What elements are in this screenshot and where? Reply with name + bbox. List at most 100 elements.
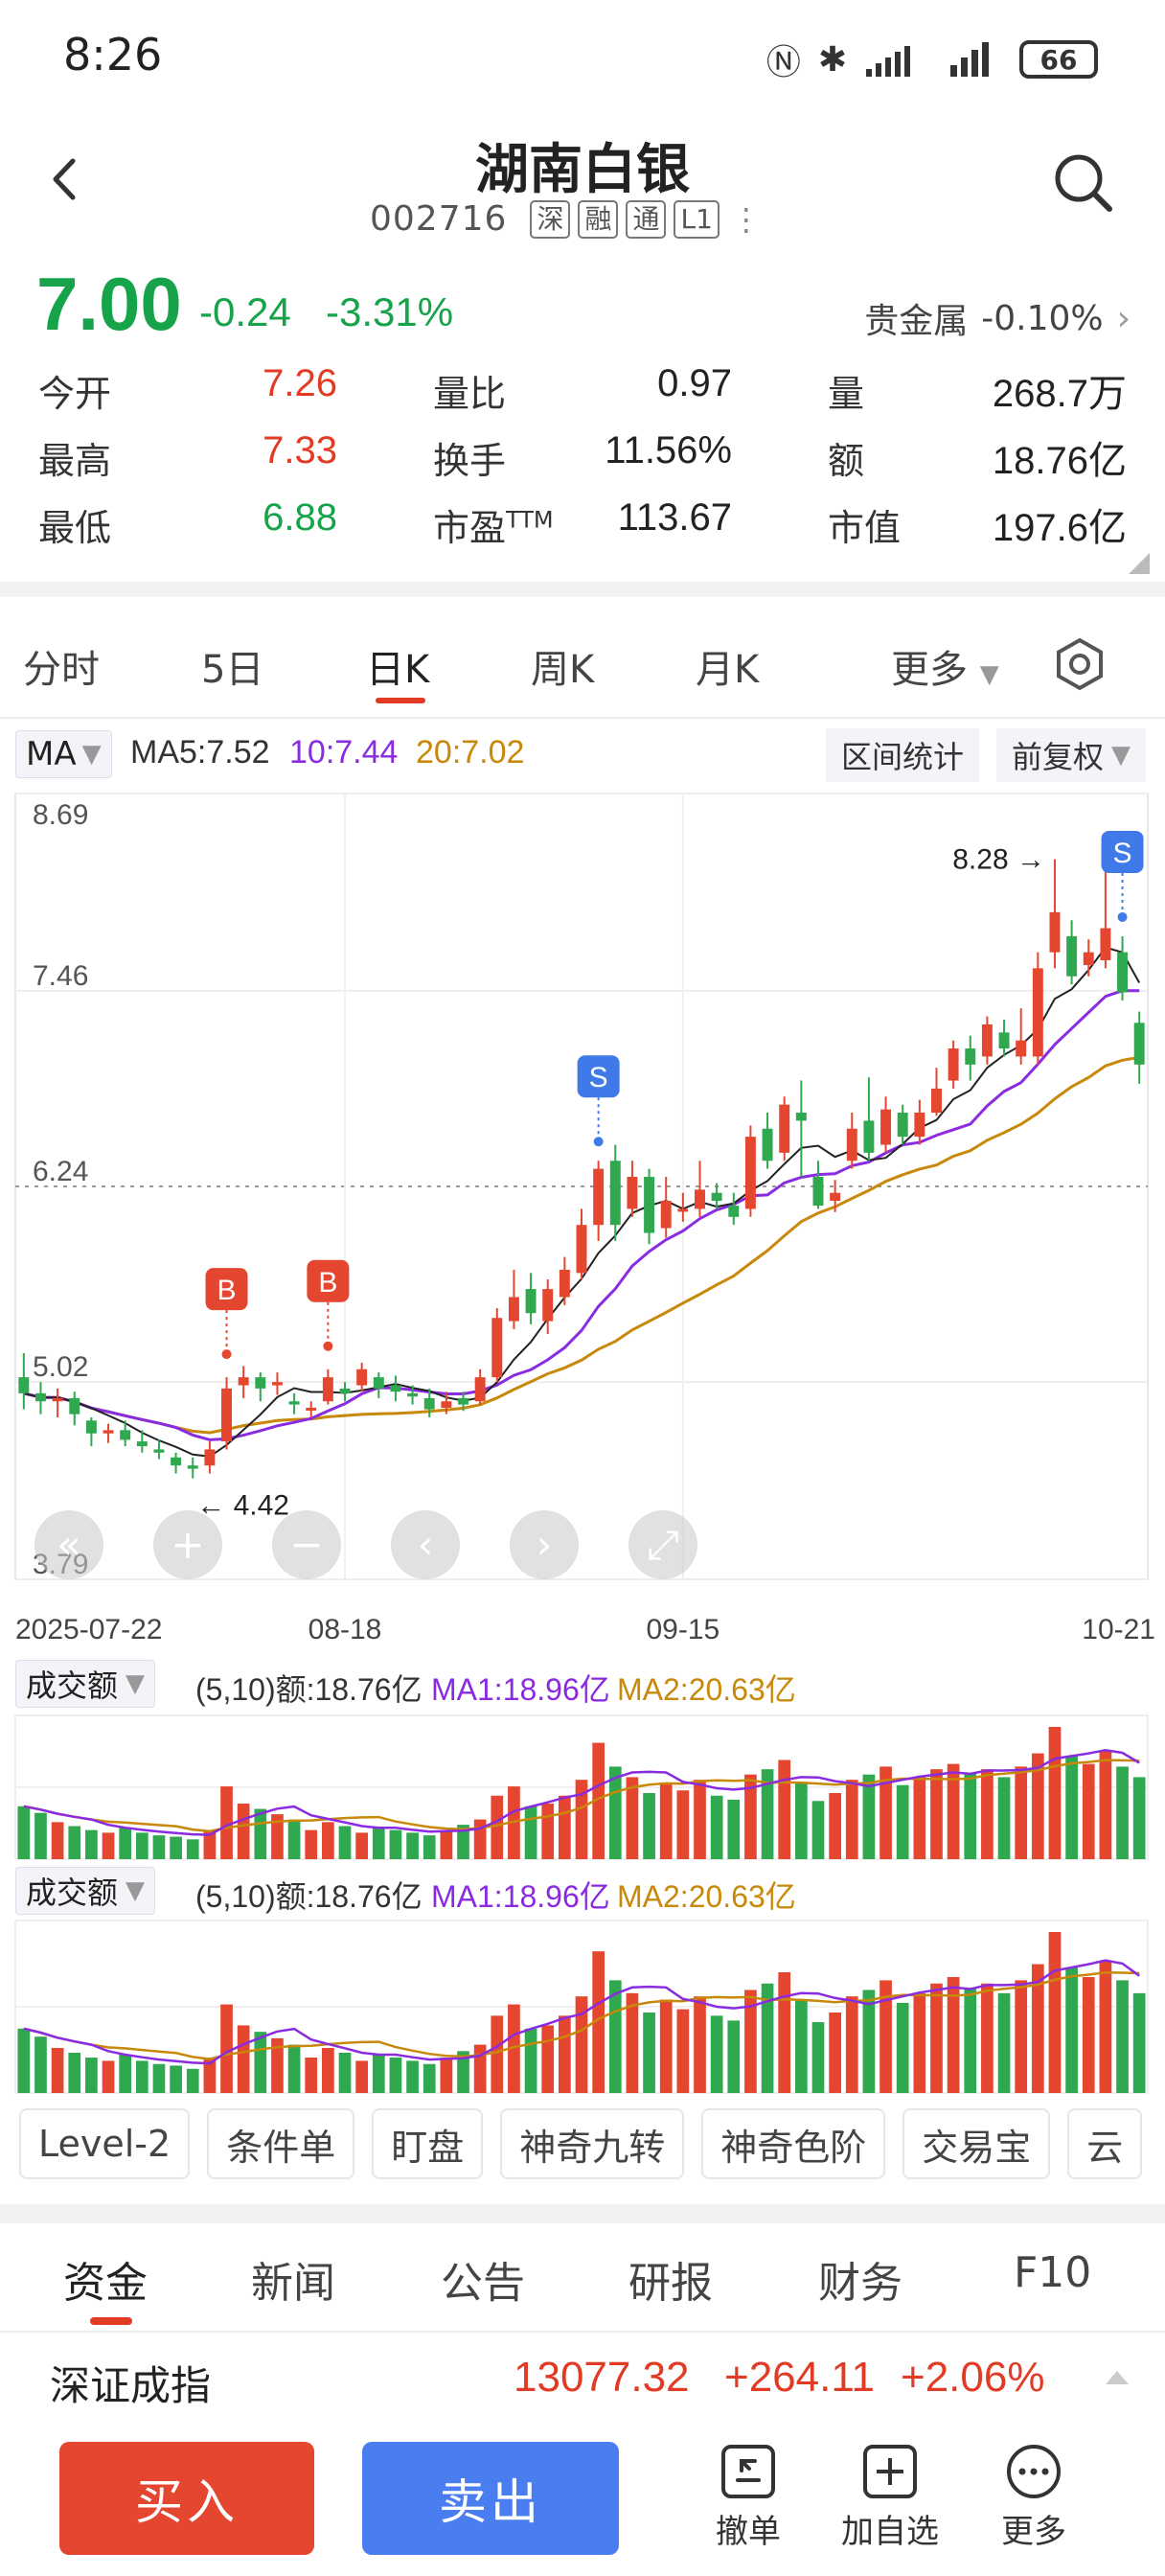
tool-trade-treasure[interactable]: 交易宝 (902, 2108, 1051, 2179)
search-icon[interactable] (1052, 151, 1115, 215)
ma-row: MA ▼ MA5:7.52 10:7.44 20:7.02 区间统计 前复权 ▼ (0, 723, 1165, 784)
tab-announcements[interactable]: 公告 (441, 2259, 525, 2308)
candle (762, 1113, 773, 1169)
tab-intraday[interactable]: 分时 (23, 648, 100, 692)
volume-bar (592, 1951, 605, 2093)
tab-5day[interactable]: 5日 (201, 648, 264, 692)
tab-f10[interactable]: F10 (1014, 2248, 1092, 2297)
volume-select-2[interactable]: 成交额 ▼ (15, 1867, 156, 1915)
add-watchlist-button[interactable]: 加自选 (828, 2442, 952, 2552)
volume-bar (997, 1777, 1011, 1859)
volume-bar (794, 1782, 808, 1859)
tag-shen[interactable]: 深 (530, 199, 571, 239)
volume-bar (34, 2036, 47, 2093)
separator (0, 2204, 1165, 2223)
volume-bar (608, 1980, 622, 2093)
volume-chart-2[interactable] (0, 1915, 1165, 2097)
candle (795, 1080, 807, 1177)
caret-down-icon: ▼ (81, 740, 102, 769)
fullscreen-icon[interactable]: ⤢ (628, 1510, 697, 1579)
candle-body (1016, 1040, 1027, 1057)
candle-body (491, 1318, 503, 1378)
ma-select[interactable]: MA ▼ (15, 730, 112, 778)
caret-down-icon: ▼ (126, 1669, 146, 1698)
index-ticker[interactable]: 深证成指 13077.32 +264.11 +2.06% (0, 2331, 1165, 2423)
label-market-cap: 市值 (828, 507, 902, 549)
more-actions-button[interactable]: 更多 (971, 2442, 1096, 2552)
tab-weekly-k[interactable]: 周K (531, 648, 595, 692)
candle (830, 1180, 841, 1212)
control-circle (153, 1510, 222, 1579)
value-turnover: 11.56% (605, 429, 732, 472)
zoom-in-icon[interactable]: + (153, 1510, 222, 1579)
sector-link[interactable]: 贵金属 -0.10% › (864, 293, 1131, 343)
back-icon[interactable] (42, 155, 90, 203)
next-icon[interactable]: › (510, 1510, 579, 1579)
candle-body (390, 1385, 401, 1392)
expand-corner-icon[interactable] (1129, 553, 1150, 574)
tab-funds[interactable]: 资金 (63, 2259, 148, 2308)
volume-bar (727, 1799, 741, 1859)
tab-research[interactable]: 研报 (628, 2259, 713, 2308)
volume-bar (355, 2060, 369, 2093)
volume-ma2-line (23, 1759, 1140, 1833)
zoom-out-icon[interactable]: − (272, 1510, 341, 1579)
volume-bar (170, 1836, 182, 1859)
active-tab-underline (376, 698, 425, 703)
candle-body (627, 1176, 638, 1209)
candle (390, 1375, 401, 1402)
tag-l1[interactable]: L1 (674, 199, 720, 239)
candle (85, 1416, 97, 1447)
candle (204, 1441, 216, 1474)
volume-bar (186, 2068, 199, 2093)
tool-condition-order[interactable]: 条件单 (207, 2108, 355, 2179)
tab-finance[interactable]: 财务 (818, 2259, 902, 2308)
control-glyph: − (289, 1521, 323, 1568)
volume-bar (406, 1832, 419, 1859)
kline-chart[interactable]: 8.697.466.245.023.798.28 →← 4.42BBSS2025… (0, 784, 1165, 1661)
volume-bar (1116, 1980, 1129, 2093)
cancel-order-button[interactable]: 撤单 (686, 2442, 811, 2552)
volume-bar (608, 1766, 622, 1859)
volume-select-label: 成交额 (26, 1874, 119, 1911)
label-pe-text: 市盈 (433, 507, 507, 549)
buy-button[interactable]: 买入 (59, 2442, 314, 2555)
tab-more[interactable]: 更多 ▼ (891, 638, 999, 694)
candle-body (474, 1377, 486, 1402)
range-stats-button[interactable]: 区间统计 (826, 728, 980, 782)
candle-body (593, 1168, 605, 1226)
volume-bar (338, 1826, 352, 1859)
volume-select-1[interactable]: 成交额 ▼ (15, 1660, 156, 1708)
candle (744, 1125, 756, 1217)
expand-up-icon[interactable] (1106, 2371, 1129, 2384)
volume-bar (879, 1980, 892, 2093)
tab-news[interactable]: 新闻 (251, 2259, 335, 2308)
candle-body (795, 1113, 807, 1121)
tab-more-label: 更多 (891, 648, 968, 692)
tool-row: Level-2 条件单 盯盘 神奇九转 神奇色阶 交易宝 云 (0, 2108, 1165, 2195)
candle (423, 1388, 435, 1417)
tab-monthly-k[interactable]: 月K (696, 648, 760, 692)
tool-cloud[interactable]: 云 (1067, 2108, 1143, 2179)
quote-panel: 7.00 -0.24 -3.31% 贵金属 -0.10% › 今开 7.26 量… (0, 251, 1165, 582)
tag-rong[interactable]: 融 (578, 199, 619, 239)
tool-watch[interactable]: 盯盘 (372, 2108, 484, 2179)
candle-body (998, 1032, 1010, 1049)
tag-tong[interactable]: 通 (626, 199, 667, 239)
more-tags-icon[interactable]: ⋮ (730, 200, 762, 238)
tool-magic-color[interactable]: 神奇色阶 (701, 2108, 886, 2179)
control-glyph: ‹ (418, 1521, 434, 1568)
tool-level2[interactable]: Level-2 (19, 2108, 191, 2179)
adjust-button[interactable]: 前复权 ▼ (996, 728, 1147, 782)
sell-button[interactable]: 卖出 (362, 2442, 619, 2555)
rewind-icon[interactable]: « (34, 1510, 103, 1579)
volume-chart-1[interactable] (0, 1710, 1165, 1863)
volume-bar (355, 1832, 369, 1859)
prev-icon[interactable]: ‹ (391, 1510, 460, 1579)
tool-magic-nine[interactable]: 神奇九转 (500, 2108, 685, 2179)
volume-bar (17, 1806, 31, 1859)
candle (221, 1377, 232, 1450)
settings-icon[interactable] (1052, 636, 1108, 692)
volume-bar (68, 1826, 81, 1859)
tab-daily-k[interactable]: 日K (366, 648, 430, 692)
